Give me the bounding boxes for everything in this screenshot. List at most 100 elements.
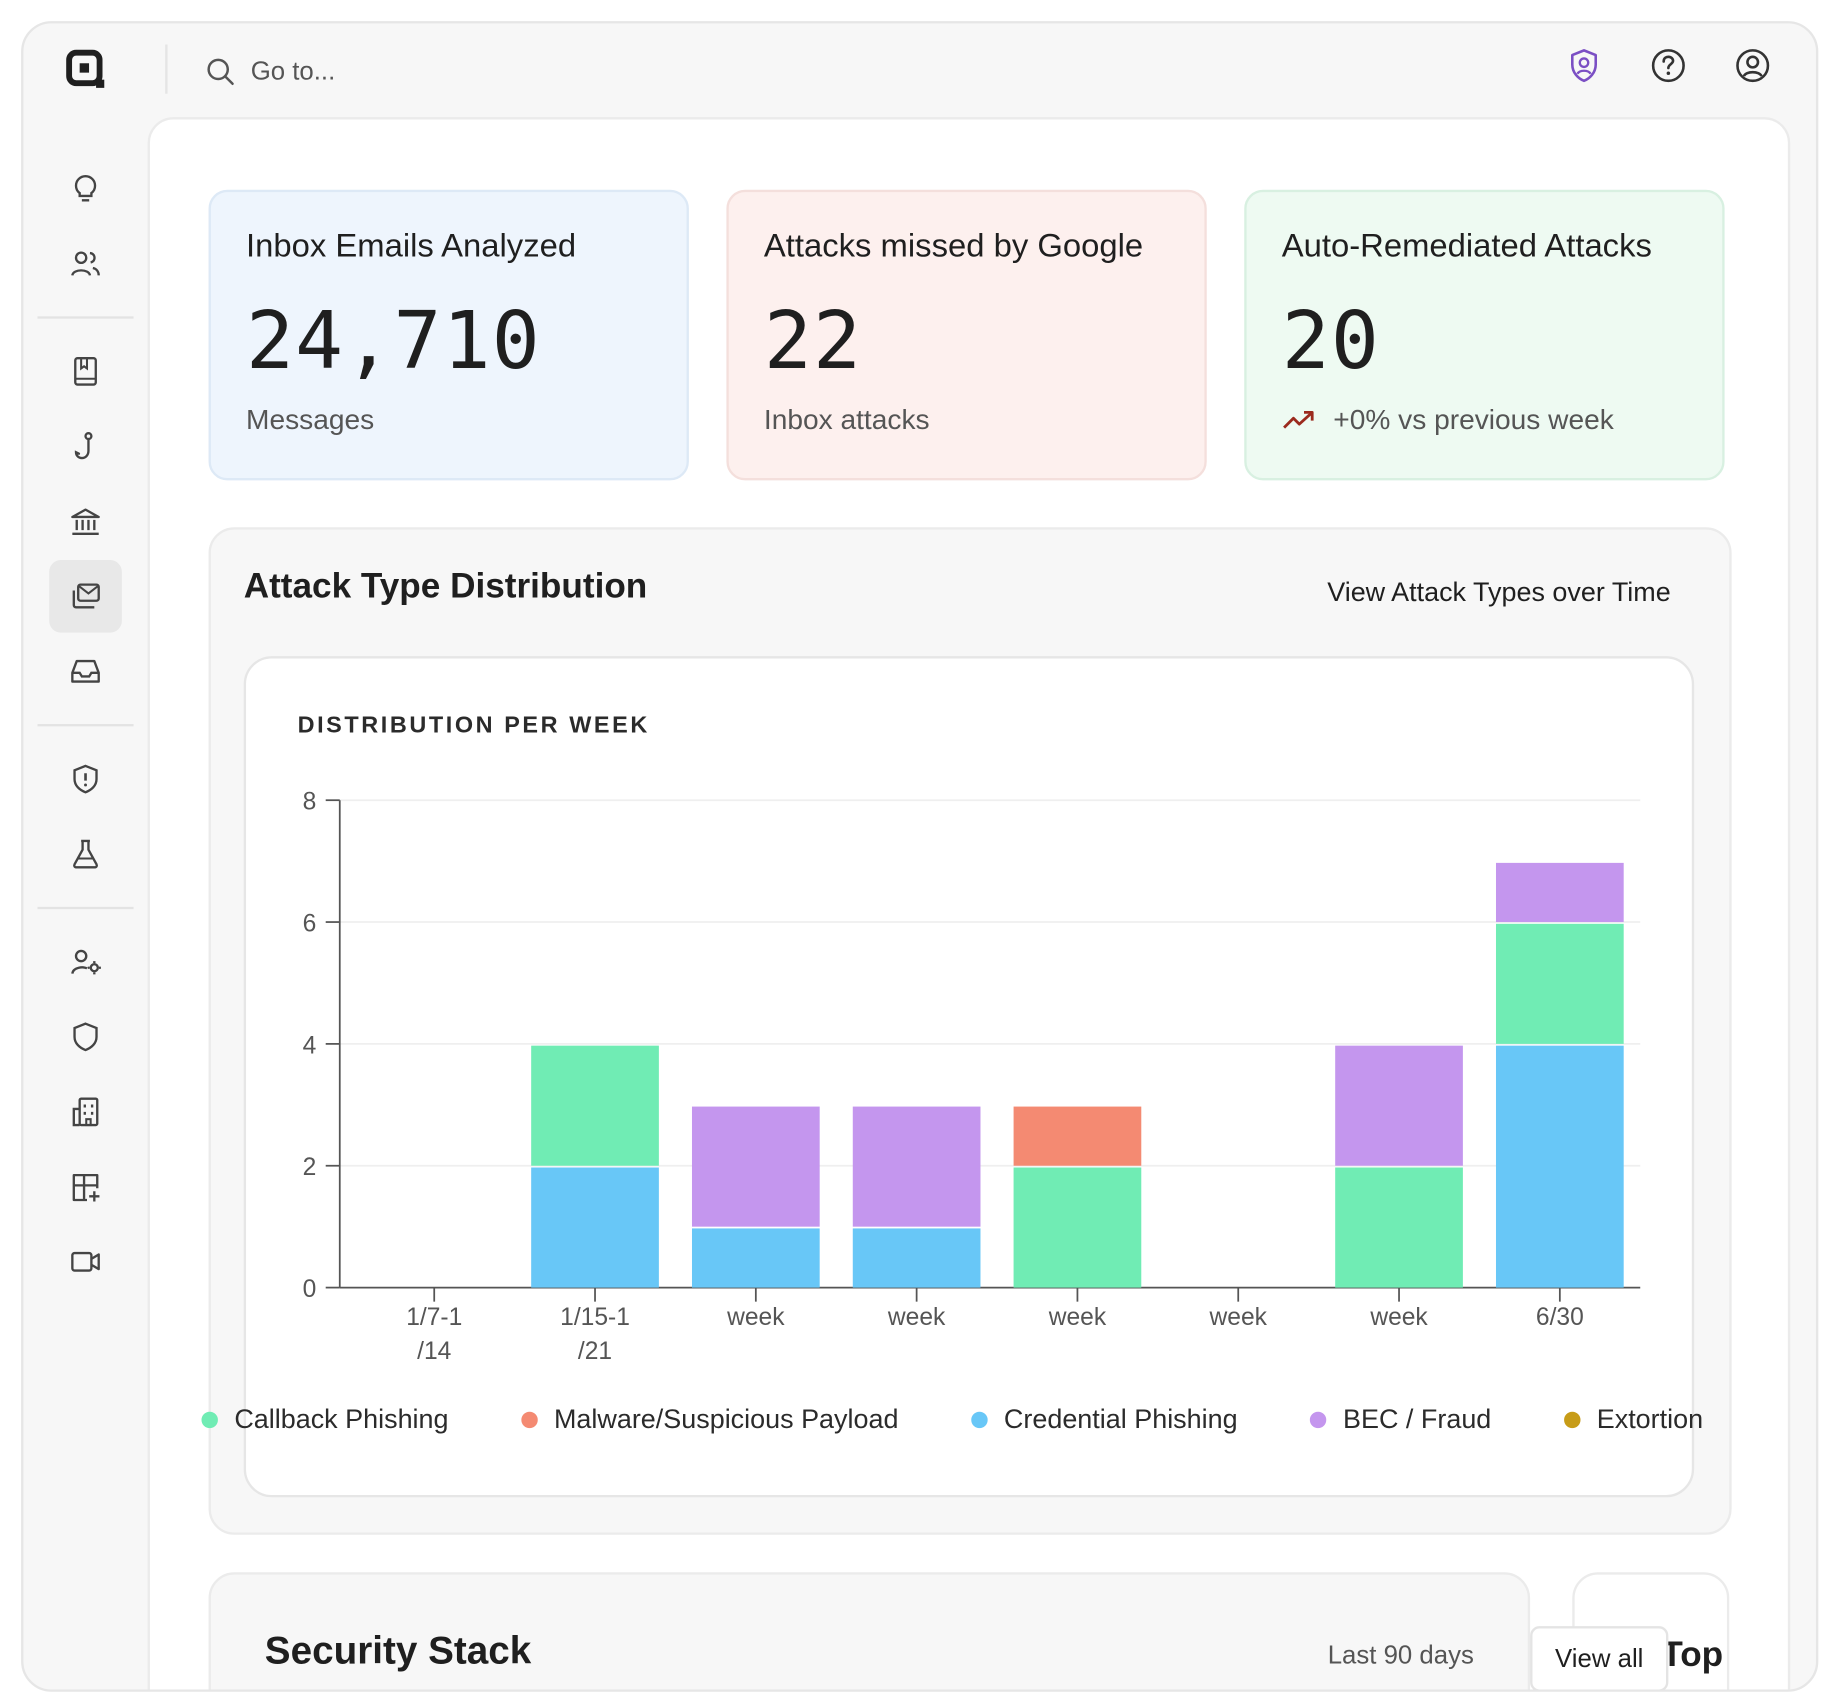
- nav-inbox[interactable]: [49, 635, 122, 708]
- x-tick-label: 1/15-1/21: [560, 1304, 630, 1365]
- grid-plus-icon: [72, 1173, 100, 1202]
- kpi-card-attacks-missed: Attacks missed by Google 22 Inbox attack…: [726, 189, 1207, 481]
- x-tick-label-line: /21: [578, 1338, 612, 1365]
- y-tick-label: 4: [303, 1032, 317, 1059]
- nav-protection[interactable]: [49, 1001, 122, 1074]
- legend-label: Callback Phishing: [234, 1403, 449, 1435]
- nav-lab[interactable]: [49, 818, 122, 891]
- nav-organization[interactable]: [49, 1076, 122, 1149]
- legend-item[interactable]: Extortion: [1563, 1403, 1704, 1436]
- x-tick-label: week: [1209, 1304, 1268, 1331]
- lightbulb-icon: [74, 175, 97, 202]
- bar-segment: [1495, 1045, 1624, 1288]
- card-title: Attack Type Distribution: [243, 567, 648, 606]
- bank-icon: [71, 508, 100, 535]
- legend-item[interactable]: BEC / Fraud: [1310, 1404, 1491, 1436]
- nav-training[interactable]: [49, 335, 122, 408]
- nav-institutions[interactable]: [49, 485, 122, 558]
- view-attack-types-link[interactable]: View Attack Types over Time: [1327, 576, 1671, 607]
- legend-swatch: [1563, 1411, 1581, 1428]
- kpi-subtitle: Messages: [246, 404, 651, 437]
- stacked-bar-chart: 0 2 4 6 8 1/7-1/14 1/15-1/21 week week week week we…: [303, 789, 1641, 1365]
- x-tick-label-line: week: [1369, 1304, 1428, 1331]
- legend-label: Credential Phishing: [1003, 1403, 1238, 1435]
- video-icon: [71, 1251, 100, 1272]
- kpi-value: 24,710: [246, 295, 541, 388]
- user-gear-icon: [71, 949, 101, 975]
- kpi-subtitle-text: Inbox attacks: [763, 404, 930, 436]
- nav-user-settings[interactable]: [49, 926, 122, 999]
- bar-segment: [1013, 1167, 1142, 1288]
- x-tick-label: week: [1048, 1304, 1107, 1331]
- legend-label: Extortion: [1596, 1403, 1704, 1435]
- bar-segment: [852, 1228, 981, 1288]
- x-tick-label-line: week: [726, 1304, 785, 1331]
- legend-item[interactable]: Credential Phishing: [971, 1403, 1238, 1436]
- nav-email-security[interactable]: [49, 560, 122, 633]
- legend-swatch: [201, 1411, 218, 1428]
- nav-users[interactable]: [49, 227, 122, 300]
- chart-title: DISTRIBUTION PER WEEK: [297, 712, 650, 739]
- trend-up-icon: [1283, 410, 1314, 429]
- kpi-subtitle: Inbox attacks: [764, 404, 1169, 437]
- legend-swatch: [1310, 1411, 1327, 1428]
- bar-segment: [531, 1045, 659, 1166]
- bar-segment: [1335, 1045, 1463, 1166]
- flask-icon: [73, 839, 98, 869]
- search-bar[interactable]: Go to...: [204, 52, 335, 92]
- nav-phishing[interactable]: [49, 410, 122, 483]
- y-tick-label: 0: [303, 1276, 317, 1303]
- y-tick-label: 6: [303, 910, 317, 937]
- chart-legend: Callback Phishing Malware/Suspicious Payl…: [201, 1403, 1772, 1436]
- view-all-button[interactable]: View all: [1530, 1626, 1669, 1690]
- kpi-subtitle-text: Messages: [246, 404, 375, 436]
- x-tick-label-line: week: [1048, 1304, 1107, 1331]
- x-tick-label: 6/30: [1536, 1304, 1584, 1331]
- x-tick-label-line: /14: [417, 1338, 451, 1365]
- date-range-label: Last 90 days: [1327, 1640, 1474, 1670]
- security-stack-card: Security Stack Last 90 days: [208, 1572, 1531, 1690]
- legend-swatch: [971, 1411, 988, 1428]
- x-tick-label-line: 6/30: [1536, 1304, 1584, 1331]
- app-frame: Go to...: [21, 21, 1819, 1692]
- topbar-actions: [1565, 47, 1771, 84]
- card-title: Top Targ: [1661, 1635, 1727, 1675]
- x-tick-label-line: week: [1209, 1304, 1268, 1331]
- search-icon: [207, 58, 234, 85]
- kpi-value: 20: [1281, 295, 1381, 388]
- shield-user-icon[interactable]: [1565, 47, 1602, 84]
- bar-segment: [1013, 1106, 1142, 1166]
- shield-icon: [73, 1022, 98, 1052]
- chart-panel: DISTRIBUTION PER WEEK 0 2 4 6 8 1/7-1/14 1/15-…: [201, 656, 1703, 1498]
- legend-item[interactable]: Callback Phishing: [201, 1403, 449, 1436]
- bar-segment: [691, 1228, 820, 1288]
- attack-type-distribution-card: Attack Type Distribution View Attack Typ…: [201, 527, 1732, 1535]
- bar-segment: [691, 1106, 820, 1227]
- kpi-title: Inbox Emails Analyzed: [246, 227, 577, 264]
- x-tick-label: week: [887, 1304, 946, 1331]
- y-tick-label: 2: [303, 1154, 317, 1181]
- nav-threats[interactable]: [49, 743, 122, 816]
- bar-segment: [852, 1106, 981, 1227]
- kpi-title: Attacks missed by Google: [763, 227, 1144, 264]
- hook-icon: [74, 432, 93, 460]
- bar-segment: [1495, 923, 1624, 1044]
- legend-swatch: [521, 1411, 538, 1428]
- nav-insights[interactable]: [49, 152, 122, 225]
- account-icon[interactable]: [1734, 47, 1771, 84]
- nav-rail: [37, 152, 135, 1300]
- kpi-subtitle-text: +0% vs previous week: [1333, 404, 1614, 436]
- help-icon[interactable]: [1650, 47, 1687, 84]
- search-input[interactable]: Go to...: [250, 56, 336, 86]
- nav-integrations[interactable]: [49, 1151, 122, 1224]
- kpi-card-auto-remediated: Auto-Remediated Attacks 20 +0% vs previo…: [1244, 189, 1725, 481]
- building-icon: [72, 1097, 99, 1127]
- users-icon: [71, 251, 100, 276]
- x-tick-label-line: 1/15-1: [560, 1304, 630, 1331]
- logo-icon[interactable]: [66, 49, 108, 91]
- legend-item[interactable]: Malware/Suspicious Payload: [521, 1404, 898, 1436]
- bar-segment: [1495, 862, 1624, 923]
- nav-videos[interactable]: [49, 1225, 122, 1298]
- nav-separator: [37, 906, 134, 910]
- x-tick-label: week: [1369, 1304, 1428, 1331]
